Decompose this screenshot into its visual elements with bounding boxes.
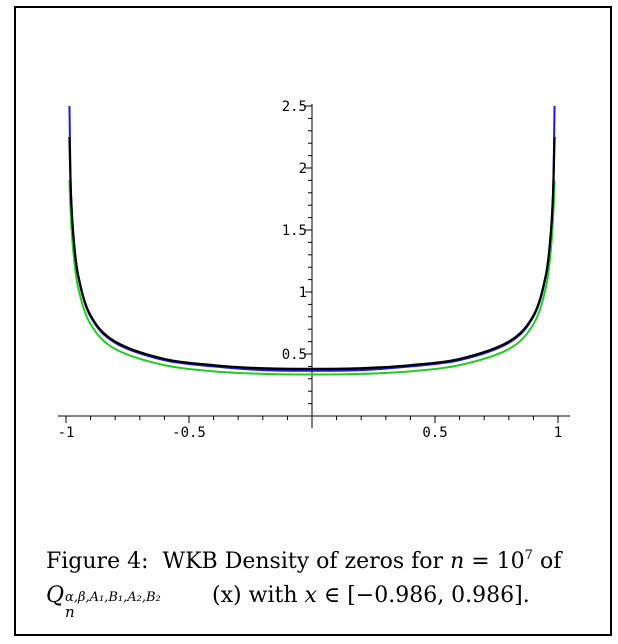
series-layer (68, 105, 556, 376)
figure-label: Figure 4: (46, 549, 149, 574)
caption-text-1: WKB Density of zeros for (162, 549, 444, 574)
series-line-3 (68, 136, 556, 370)
x-tick-label: -0.5 (172, 425, 206, 441)
x-tick-label: 1 (554, 425, 562, 441)
caption-subscript: n (65, 603, 75, 621)
caption-arg: (x) (212, 583, 242, 608)
tick-labels: -1 -0.5 0.5 1 0.5 1 1.5 2 2.5 (58, 99, 563, 441)
caption-text-2: of (532, 549, 562, 574)
caption-n: n (450, 549, 465, 574)
x-tick-label: -1 (58, 425, 75, 441)
density-chart: -1 -0.5 0.5 1 0.5 1 1.5 2 2.5 (58, 99, 570, 441)
y-tick-label: 1.5 (282, 223, 307, 239)
caption-interval: ∈ [−0.986, 0.986]. (316, 583, 530, 608)
caption-eq: = 10 (464, 549, 525, 574)
figure-frame: -1 -0.5 0.5 1 0.5 1 1.5 2 2.5 Figure 4: WKB Dens… (14, 6, 612, 636)
caption-indices: α,β,A₁,B₁,A₂,B₂ n (64, 590, 212, 621)
series-line-1 (68, 180, 556, 376)
figure-caption: Figure 4: WKB Density of zeros for n = 1… (46, 545, 616, 621)
axes (58, 104, 570, 428)
x-tick-label: 0.5 (422, 425, 447, 441)
y-tick-label: 2.5 (282, 99, 307, 115)
caption-Q: Q (46, 583, 65, 608)
caption-text-3: with (241, 583, 305, 608)
y-tick-label: 2 (299, 161, 307, 177)
caption-line-1: Figure 4: WKB Density of zeros for n = 1… (46, 545, 616, 579)
caption-superscript: α,β,A₁,B₁,A₂,B₂ (65, 590, 161, 605)
tick-marks (65, 105, 559, 423)
y-tick-label: 0.5 (282, 347, 307, 363)
y-tick-label: 1 (299, 285, 307, 301)
caption-exponent: 7 (524, 548, 533, 563)
caption-x: x (304, 583, 317, 608)
